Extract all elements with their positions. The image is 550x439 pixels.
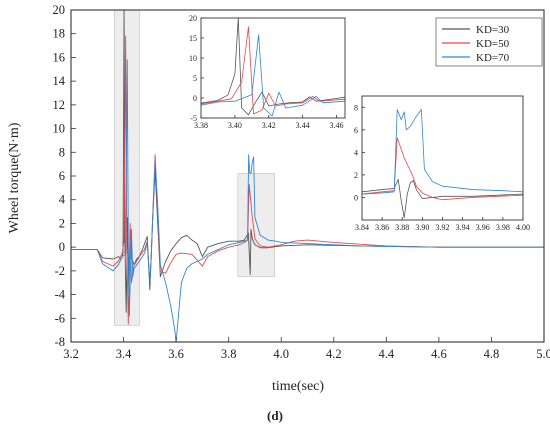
inset2-y-tick-label: 6 xyxy=(354,126,358,135)
main-x-tick-label: 5.0 xyxy=(536,347,550,361)
main-y-tick-label: 6 xyxy=(59,169,65,183)
main-y-tick-label: 2 xyxy=(59,216,65,230)
main-y-tick-label: 18 xyxy=(53,27,66,41)
inset-plot-second-peak: 3.84 3.86 3.88 3.90 3.92 3.94 3.96 3.98 4.00 0 2 4 6… xyxy=(354,96,530,232)
inset1-x-tick-label: 3.40 xyxy=(228,121,242,130)
main-y-tick-label: 0 xyxy=(59,240,65,254)
main-y-tick-label: 16 xyxy=(53,50,66,64)
figure-caption: (d) xyxy=(267,408,283,423)
legend-label-kd-70: KD=70 xyxy=(476,52,510,64)
inset1-y-tick-label: 5 xyxy=(193,74,197,83)
main-x-tick-label: 3.4 xyxy=(116,347,132,361)
inset1-y-tick-label: -5 xyxy=(190,114,197,123)
inset2-y-tick-label: 0 xyxy=(354,193,358,202)
inset2-x-tick-label: 3.92 xyxy=(436,223,450,232)
legend-label-kd-50: KD=50 xyxy=(476,38,510,50)
main-y-tick-label: 20 xyxy=(53,3,66,17)
inset1-x-tick-label: 3.46 xyxy=(330,121,344,130)
inset2-x-tick-label: 3.94 xyxy=(456,223,470,232)
main-x-tick-label: 4.8 xyxy=(484,347,500,361)
main-y-tick-label: 14 xyxy=(53,74,66,88)
legend-label-kd-30: KD=30 xyxy=(476,24,510,36)
inset2-y-tick-label: 4 xyxy=(354,148,358,157)
main-y-tick-label: -6 xyxy=(55,311,65,325)
inset1-y-tick-label: 15 xyxy=(189,34,197,43)
y-axis-title: Wheel torque(N·m) xyxy=(7,122,22,233)
inset2-x-tick-label: 3.96 xyxy=(476,223,490,232)
inset1-y-tick-label: 20 xyxy=(189,14,197,23)
inset2-x-tick-label: 3.86 xyxy=(375,223,389,232)
inset1-y-tick-label: 10 xyxy=(189,54,197,63)
main-highlight-region xyxy=(238,174,275,277)
main-x-tick-label: 4.4 xyxy=(379,347,395,361)
main-x-tick-label: 3.2 xyxy=(63,347,79,361)
main-x-tick-label: 3.6 xyxy=(168,347,184,361)
main-y-tick-label: 8 xyxy=(59,145,65,159)
inset2-plot-area xyxy=(362,96,523,220)
inset2-y-tick-label: 8 xyxy=(354,103,358,112)
inset1-y-tick-label: 0 xyxy=(193,94,197,103)
main-y-tick-label: 12 xyxy=(53,98,66,112)
inset2-y-tick-label: 2 xyxy=(354,171,358,180)
main-x-tick-label: 4.2 xyxy=(326,347,342,361)
x-axis-title: time(sec) xyxy=(272,379,324,394)
inset2-x-tick-label: 3.98 xyxy=(496,223,510,232)
inset1-x-tick-label: 3.42 xyxy=(262,121,276,130)
inset2-x-tick-label: 3.90 xyxy=(415,223,429,232)
main-y-tick-label: -4 xyxy=(55,288,66,302)
inset2-x-tick-label: 4.00 xyxy=(516,223,530,232)
inset1-x-tick-label: 3.44 xyxy=(296,121,310,130)
inset2-x-tick-label: 3.88 xyxy=(395,223,409,232)
main-y-tick-label: 10 xyxy=(53,122,66,136)
main-x-tick-label: 3.8 xyxy=(221,347,237,361)
main-x-tick-label: 4.6 xyxy=(431,347,447,361)
legend: KD=30 KD=50 KD=70 xyxy=(436,18,542,66)
main-y-tick-label: 4 xyxy=(59,193,66,207)
inset2-x-tick-label: 3.84 xyxy=(355,223,369,232)
main-y-tick-label: -2 xyxy=(55,264,65,278)
main-y-tick-label: -8 xyxy=(55,335,65,349)
main-x-tick-label: 4.0 xyxy=(273,347,289,361)
